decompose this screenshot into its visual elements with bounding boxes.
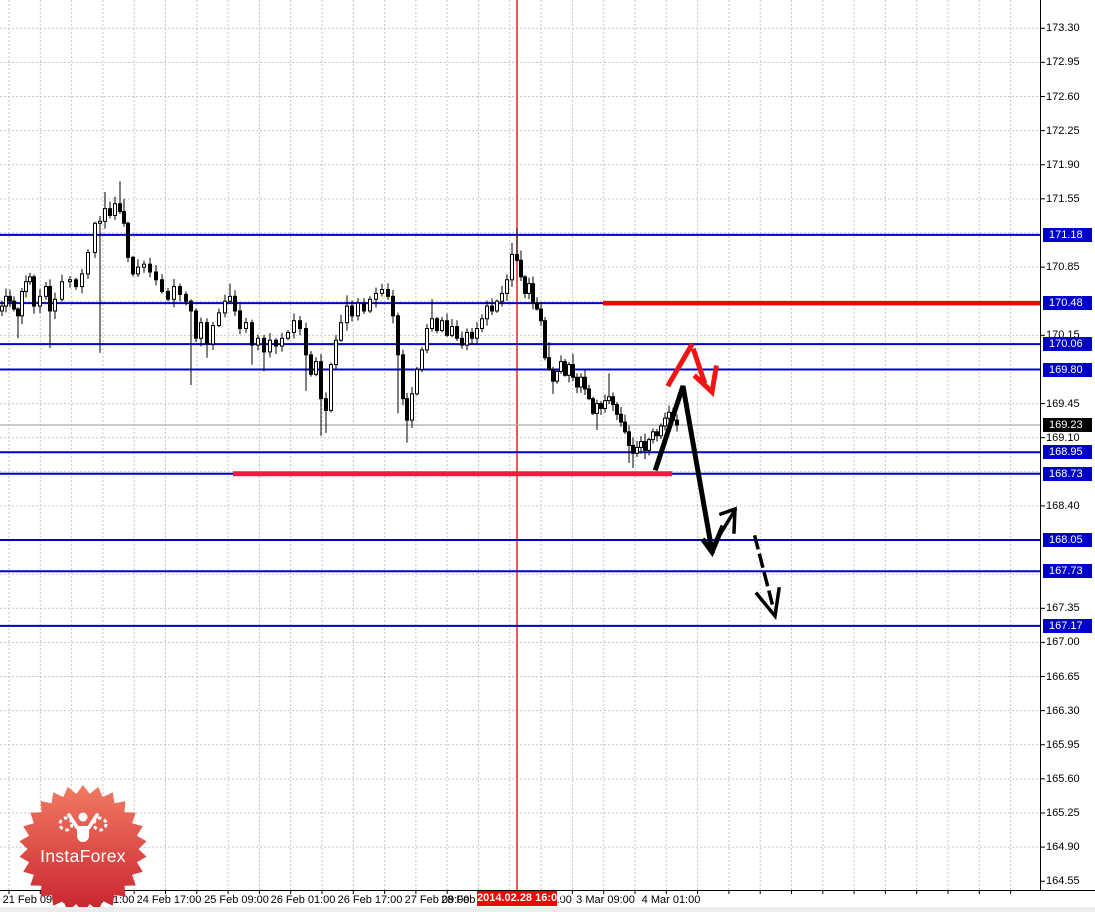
window-edge [0,907,1095,912]
pullback-arrow[interactable] [710,507,738,549]
price-level-badge: 168.95 [1043,445,1092,460]
time-tick-label: 21 Feb 09:00 [2,894,68,906]
price-tick-label: 165.60 [1046,772,1080,785]
instaforex-emblem-icon [58,812,108,842]
starburst-seal [19,785,147,912]
price-tick-label: 171.90 [1046,158,1080,171]
price-tick-label: 173.30 [1046,22,1080,35]
price-tick-label: 165.25 [1046,807,1080,819]
time-tick-label: 26 Feb 01:00 [270,894,336,906]
price-tick-label: 168.40 [1046,499,1080,512]
red-rejection-arrowhead-icon[interactable] [692,365,719,398]
price-level-badge: 169.80 [1043,362,1092,377]
instaforex-logo-text: InstaForex [40,846,126,866]
price-tick-label: 167.00 [1046,636,1080,649]
dashed-continuation-arrow[interactable] [752,534,775,606]
time-tick-label: 24 Feb 17:00 [136,894,202,906]
candlestick-series [0,181,679,468]
time-tick-label: 4 Mar 01:00 [641,894,701,906]
price-tick-label: 165.95 [1046,738,1080,751]
instaforex-watermark: InstaForex [19,785,147,912]
price-tick-label: 169.10 [1046,431,1080,444]
price-level-badge: 170.06 [1043,337,1092,352]
grid [0,0,1040,890]
price-level-badge: 167.17 [1043,618,1092,633]
price-tick-label: 172.25 [1046,124,1080,137]
bid-price-badge: 169.23 [1043,418,1092,432]
price-level-badge: 167.73 [1043,564,1092,579]
price-tick-label: 167.35 [1046,602,1080,615]
price-level-badge: 170.48 [1043,296,1092,311]
price-tick-label: 164.90 [1046,841,1080,854]
price-tick-label: 170.85 [1046,261,1080,274]
price-level-badge: 168.05 [1043,533,1092,547]
pullback-arrowhead-icon[interactable] [718,506,737,534]
dashed-continuation-arrowhead-icon[interactable] [754,587,781,621]
price-tick-label: 169.45 [1046,397,1080,410]
time-tick-label: 27 Feb 09:00 [404,894,470,906]
price-tick-label: 166.30 [1046,704,1080,717]
red-rejection-arrow-0[interactable] [665,342,695,388]
time-tick-label: 25 Feb 09:00 [204,894,269,906]
price-tick-label: 164.55 [1046,875,1080,888]
price-tick-label: 172.95 [1046,56,1080,69]
red-rejection-arrow-1[interactable] [690,347,708,385]
selected-time-badge: 2014.02.28 16:00 [477,891,564,906]
price-tick-label: 166.65 [1046,670,1080,683]
time-tick-label: 3 Mar 09:00 [576,894,635,906]
time-tick-label: 26 Feb 17:00 [337,894,403,906]
price-tick-label: 172.60 [1046,90,1080,103]
black-projection-arrow[interactable] [652,385,715,554]
price-tick-label: 171.55 [1046,192,1080,205]
price-level-badge: 168.73 [1043,466,1092,481]
price-level-badge: 171.18 [1043,227,1092,242]
